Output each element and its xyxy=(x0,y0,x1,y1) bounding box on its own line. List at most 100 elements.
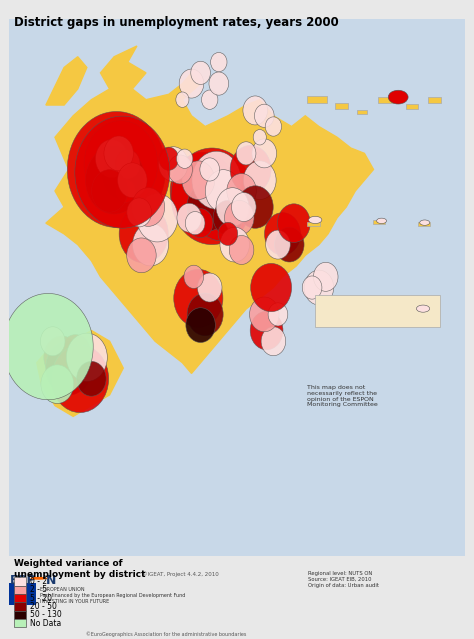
Circle shape xyxy=(265,117,282,136)
Circle shape xyxy=(77,362,106,396)
Circle shape xyxy=(210,52,227,72)
Circle shape xyxy=(388,90,408,104)
Circle shape xyxy=(253,130,266,145)
Text: Regional level: NUTS ON
Source: IGEAT EIB, 2010
Origin of data: Urban audit: Regional level: NUTS ON Source: IGEAT EI… xyxy=(308,571,379,588)
Text: Weighted variance of
unemployment by district: Weighted variance of unemployment by dis… xyxy=(14,559,146,578)
Bar xyxy=(406,104,418,109)
Circle shape xyxy=(225,201,254,235)
Circle shape xyxy=(187,293,223,335)
Circle shape xyxy=(177,203,201,232)
Circle shape xyxy=(104,136,134,171)
Circle shape xyxy=(197,273,222,302)
Bar xyxy=(378,97,395,103)
Circle shape xyxy=(201,90,218,109)
Bar xyxy=(428,97,441,103)
Text: 20 - 50: 20 - 50 xyxy=(30,602,57,611)
Circle shape xyxy=(420,220,429,226)
Circle shape xyxy=(264,213,301,255)
Circle shape xyxy=(268,303,288,326)
Circle shape xyxy=(127,238,156,273)
Circle shape xyxy=(249,297,279,332)
Polygon shape xyxy=(37,330,123,417)
Circle shape xyxy=(252,139,277,168)
Circle shape xyxy=(191,61,210,84)
Circle shape xyxy=(188,209,213,238)
Circle shape xyxy=(182,161,215,199)
Circle shape xyxy=(171,148,253,245)
Circle shape xyxy=(75,116,170,228)
Circle shape xyxy=(213,201,243,235)
Circle shape xyxy=(277,204,310,242)
Circle shape xyxy=(243,96,267,125)
Polygon shape xyxy=(46,57,87,105)
FancyBboxPatch shape xyxy=(9,19,465,556)
Circle shape xyxy=(170,152,236,229)
Circle shape xyxy=(218,222,238,245)
Circle shape xyxy=(302,276,322,299)
Text: ESP: ESP xyxy=(9,574,36,587)
Circle shape xyxy=(95,139,128,178)
Circle shape xyxy=(176,92,189,107)
Circle shape xyxy=(85,146,143,214)
Circle shape xyxy=(46,341,91,395)
Circle shape xyxy=(118,163,147,197)
Circle shape xyxy=(229,236,254,265)
Bar xyxy=(418,222,429,226)
Circle shape xyxy=(236,142,256,165)
Text: EUROPEAN UNION
Part-financed by the European Regional Development Fund
INVESTING: EUROPEAN UNION Part-financed by the Euro… xyxy=(40,587,186,604)
Circle shape xyxy=(304,270,334,305)
Circle shape xyxy=(51,345,109,413)
Circle shape xyxy=(192,151,241,209)
Circle shape xyxy=(209,72,228,95)
Circle shape xyxy=(168,155,192,184)
Circle shape xyxy=(416,305,429,312)
Circle shape xyxy=(30,577,47,580)
Circle shape xyxy=(66,333,107,381)
Text: 5 - 20: 5 - 20 xyxy=(30,594,52,603)
Circle shape xyxy=(192,173,250,241)
Circle shape xyxy=(133,224,169,266)
Circle shape xyxy=(313,263,338,291)
Text: District gaps in unemployment rates, years 2000: District gaps in unemployment rates, yea… xyxy=(14,16,339,29)
Bar xyxy=(356,110,367,114)
Bar xyxy=(9,583,36,606)
Circle shape xyxy=(185,212,205,235)
Bar xyxy=(307,222,320,226)
Circle shape xyxy=(220,227,249,262)
Circle shape xyxy=(309,217,322,224)
Bar xyxy=(315,295,439,327)
Circle shape xyxy=(116,150,140,178)
Circle shape xyxy=(176,149,193,169)
Circle shape xyxy=(3,293,93,400)
Circle shape xyxy=(67,111,165,227)
Circle shape xyxy=(179,69,204,98)
Text: 2 - 5: 2 - 5 xyxy=(30,585,47,594)
Text: 0 - 2: 0 - 2 xyxy=(30,577,47,586)
Circle shape xyxy=(255,104,274,127)
Circle shape xyxy=(265,230,290,259)
Circle shape xyxy=(41,365,73,403)
Circle shape xyxy=(158,147,188,181)
Circle shape xyxy=(84,121,158,208)
Circle shape xyxy=(186,308,215,343)
Bar xyxy=(307,96,327,103)
Text: N: N xyxy=(46,574,56,587)
Bar xyxy=(373,220,385,224)
Circle shape xyxy=(159,147,179,171)
Bar xyxy=(335,103,348,109)
Circle shape xyxy=(230,145,271,194)
Circle shape xyxy=(237,186,273,228)
Circle shape xyxy=(116,180,136,203)
Circle shape xyxy=(216,188,249,226)
Circle shape xyxy=(261,327,286,356)
Text: 50 - 130: 50 - 130 xyxy=(30,610,62,619)
Text: ★: ★ xyxy=(19,591,26,597)
Circle shape xyxy=(174,269,223,327)
Circle shape xyxy=(274,227,304,262)
Circle shape xyxy=(40,327,65,356)
Text: ©EuroGeographics Association for the administrative boundaries: ©EuroGeographics Association for the adm… xyxy=(86,632,246,638)
Circle shape xyxy=(251,263,292,312)
Circle shape xyxy=(127,198,152,227)
Circle shape xyxy=(250,311,283,350)
Circle shape xyxy=(61,335,90,369)
